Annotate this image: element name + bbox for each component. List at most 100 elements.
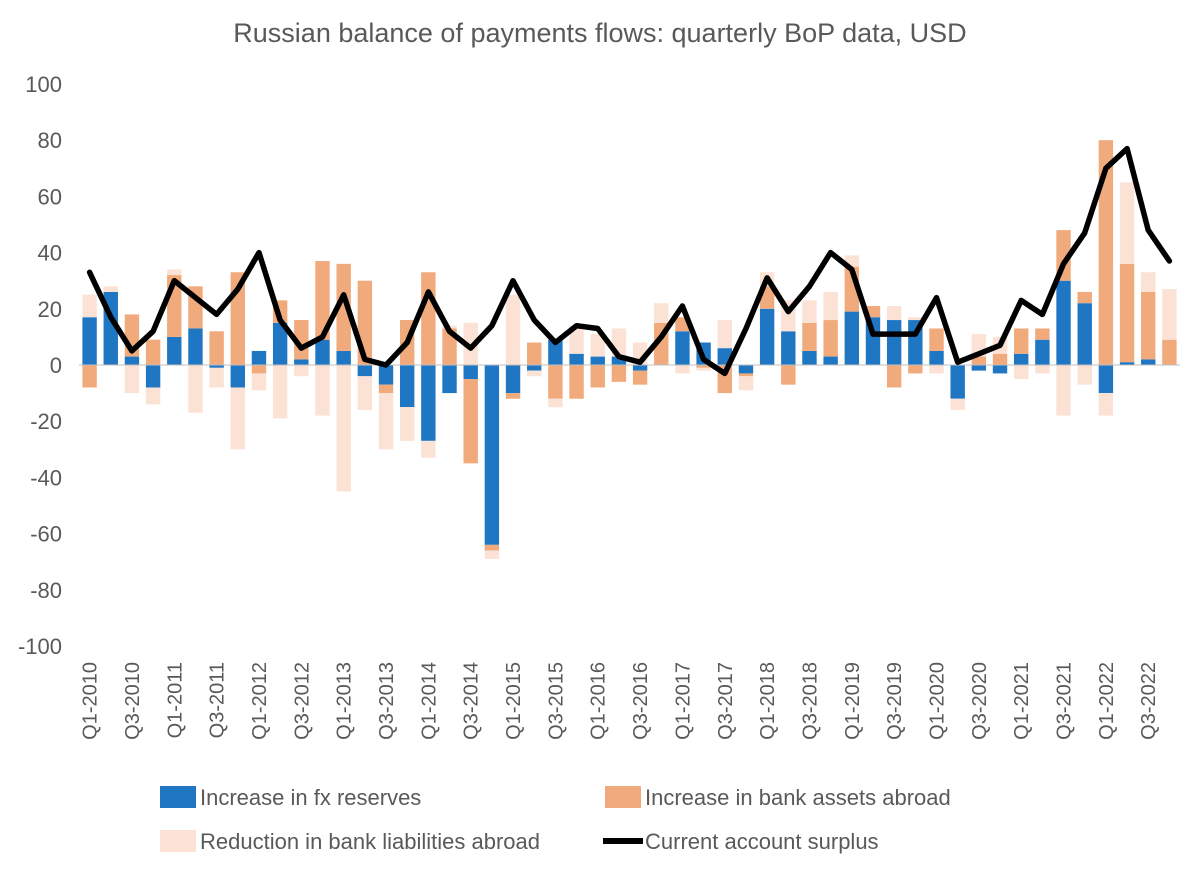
bar-fx-reserves <box>294 359 309 365</box>
bar-fx-reserves <box>1119 362 1135 365</box>
bar-bank-liabilities <box>167 269 182 276</box>
bar-bank-assets <box>82 365 97 388</box>
x-tick-label: Q3-2014 <box>461 662 483 740</box>
bar-fx-reserves <box>992 365 1008 374</box>
bar-bank-liabilities <box>336 365 351 492</box>
y-tick-label: 60 <box>38 184 62 209</box>
bar-bank-liabilities <box>1141 272 1156 292</box>
bar-fx-reserves <box>611 356 627 365</box>
bar-bank-assets <box>1098 140 1114 365</box>
bar-fx-reserves <box>590 356 605 365</box>
bar-bank-liabilities <box>357 376 373 410</box>
x-tick-label: Q1-2014 <box>418 662 440 740</box>
x-tick-label: Q1-2022 <box>1096 662 1118 740</box>
y-tick-label: -40 <box>30 465 62 490</box>
bar-bank-assets <box>886 365 902 388</box>
x-tick-label: Q1-2012 <box>249 662 271 740</box>
bar-fx-reserves <box>1035 339 1050 365</box>
x-tick-label: Q3-2018 <box>799 662 821 740</box>
bar-fx-reserves <box>929 350 944 365</box>
bar-fx-reserves <box>950 365 965 399</box>
y-tick-label: 20 <box>38 297 62 322</box>
bar-bank-assets <box>781 365 796 385</box>
bar-bank-liabilities <box>696 367 711 371</box>
x-tick-label: Q1-2016 <box>588 662 610 740</box>
legend-swatch <box>160 786 196 808</box>
y-tick-label: 0 <box>50 353 62 378</box>
y-tick-label: 80 <box>38 128 62 153</box>
bar-fx-reserves <box>527 365 542 371</box>
bar-fx-reserves <box>632 365 648 371</box>
bar-bank-assets <box>251 365 267 374</box>
bar-bank-assets <box>590 365 605 388</box>
bar-fx-reserves <box>442 365 457 394</box>
bar-fx-reserves <box>82 317 97 365</box>
bar-bank-liabilities <box>145 387 161 405</box>
bar-bank-assets <box>823 320 838 357</box>
bar-bank-assets <box>527 342 542 365</box>
y-tick-label: -80 <box>30 578 62 603</box>
bar-bank-assets <box>738 373 754 377</box>
bar-bank-liabilities <box>421 440 436 458</box>
bar-bank-liabilities <box>251 373 267 391</box>
bar-fx-reserves <box>124 356 140 365</box>
bar-bank-assets <box>421 272 436 365</box>
bar-bank-liabilities <box>1119 182 1135 264</box>
bar-fx-reserves <box>357 365 373 377</box>
bar-fx-reserves <box>759 308 775 365</box>
bar-bank-liabilities <box>717 320 732 349</box>
bar-bank-assets <box>632 370 648 385</box>
bar-bank-liabilities <box>1035 365 1050 374</box>
x-tick-label: Q1-2015 <box>503 662 525 740</box>
bar-bank-liabilities <box>844 255 860 267</box>
x-tick-label: Q1-2019 <box>842 662 864 740</box>
x-tick-label: Q1-2010 <box>80 662 102 740</box>
bar-bank-liabilities <box>738 376 754 391</box>
x-tick-label: Q3-2012 <box>291 662 313 740</box>
bar-bank-liabilities <box>886 305 902 321</box>
y-tick-label: 40 <box>38 241 62 266</box>
bar-bank-assets <box>569 365 584 399</box>
bar-fx-reserves <box>251 350 267 365</box>
bar-fx-reserves <box>167 336 182 365</box>
bar-bank-assets <box>1141 291 1156 360</box>
bar-bank-assets <box>1162 339 1177 365</box>
bar-bank-liabilities <box>209 367 224 388</box>
x-tick-label: Q3-2011 <box>207 662 229 738</box>
y-tick-label: -20 <box>30 409 62 434</box>
bar-bank-assets <box>336 263 351 351</box>
legend-label: Increase in fx reserves <box>200 785 421 810</box>
bar-bank-liabilities <box>124 365 140 394</box>
x-tick-label: Q1-2013 <box>334 662 356 740</box>
bar-bank-liabilities <box>378 393 394 450</box>
bar-bank-assets <box>1035 328 1050 340</box>
x-tick-label: Q1-2018 <box>757 662 779 740</box>
y-tick-label: -60 <box>30 522 62 547</box>
bar-bank-assets <box>145 339 161 365</box>
bar-bank-liabilities <box>463 322 478 365</box>
bar-fx-reserves <box>738 365 754 374</box>
x-tick-label: Q3-2021 <box>1054 662 1076 740</box>
bar-bank-assets <box>611 365 627 382</box>
bar-bank-assets <box>908 365 923 374</box>
x-tick-label: Q3-2020 <box>969 662 991 740</box>
bar-bank-liabilities <box>802 300 817 323</box>
legend-swatch <box>605 786 641 808</box>
bar-fx-reserves <box>548 339 563 365</box>
bar-fx-reserves <box>886 320 902 365</box>
x-tick-label: Q3-2017 <box>715 662 737 740</box>
legend-label: Increase in bank assets abroad <box>645 785 951 810</box>
bar-bank-liabilities <box>82 294 97 318</box>
line-current-account <box>86 145 1173 377</box>
bar-bank-liabilities <box>1014 365 1029 380</box>
bar-fx-reserves <box>675 331 690 365</box>
bar-fx-reserves <box>1141 359 1156 365</box>
bar-bank-assets <box>865 305 881 318</box>
x-tick-label: Q3-2010 <box>122 662 144 740</box>
legend-label: Current account surplus <box>645 829 879 854</box>
bar-bank-assets <box>463 379 478 464</box>
bar-bank-liabilities <box>548 398 563 408</box>
bar-bank-assets <box>315 261 330 340</box>
bar-fx-reserves <box>823 356 838 365</box>
bar-bank-liabilities <box>675 365 690 374</box>
